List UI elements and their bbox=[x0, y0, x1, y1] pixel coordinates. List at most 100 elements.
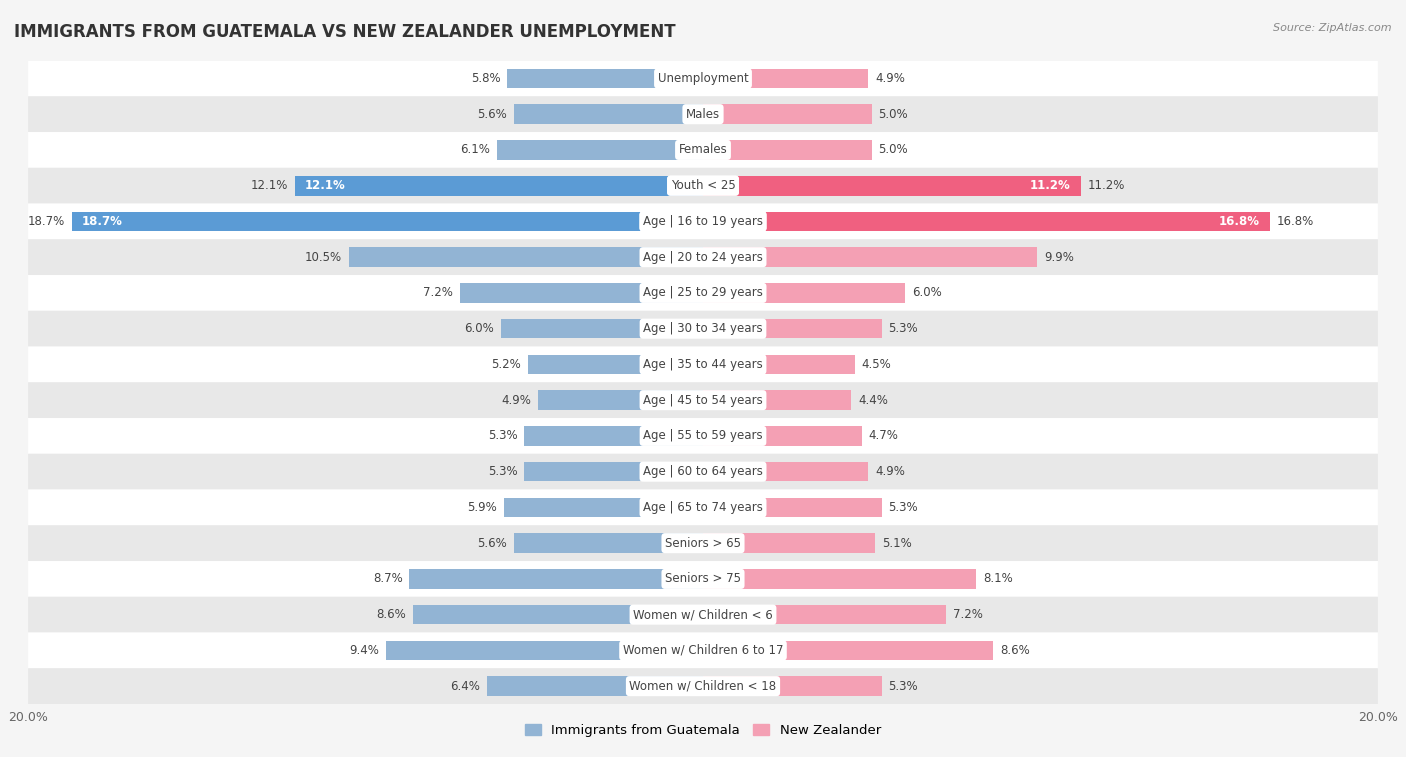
Text: 4.9%: 4.9% bbox=[875, 72, 905, 85]
Text: Age | 20 to 24 years: Age | 20 to 24 years bbox=[643, 251, 763, 263]
FancyBboxPatch shape bbox=[28, 311, 1378, 347]
Text: 8.7%: 8.7% bbox=[373, 572, 402, 585]
Bar bbox=[498, 140, 703, 160]
Text: 5.3%: 5.3% bbox=[488, 465, 517, 478]
Text: 6.4%: 6.4% bbox=[450, 680, 481, 693]
Bar bbox=[703, 569, 976, 589]
Bar bbox=[703, 534, 875, 553]
Text: Youth < 25: Youth < 25 bbox=[671, 179, 735, 192]
Text: 11.2%: 11.2% bbox=[1088, 179, 1125, 192]
FancyBboxPatch shape bbox=[28, 204, 1378, 239]
Text: 12.1%: 12.1% bbox=[305, 179, 346, 192]
Bar bbox=[703, 283, 905, 303]
Text: 8.6%: 8.6% bbox=[377, 608, 406, 621]
Bar bbox=[703, 462, 869, 481]
Text: 5.9%: 5.9% bbox=[467, 501, 498, 514]
FancyBboxPatch shape bbox=[28, 453, 1378, 490]
FancyBboxPatch shape bbox=[28, 382, 1378, 418]
Bar bbox=[703, 354, 855, 374]
Text: 4.5%: 4.5% bbox=[862, 358, 891, 371]
Text: Seniors > 65: Seniors > 65 bbox=[665, 537, 741, 550]
Text: 5.6%: 5.6% bbox=[478, 537, 508, 550]
Bar bbox=[413, 605, 703, 625]
Bar bbox=[703, 140, 872, 160]
Text: 7.2%: 7.2% bbox=[953, 608, 983, 621]
Text: Age | 55 to 59 years: Age | 55 to 59 years bbox=[643, 429, 763, 442]
Text: 8.6%: 8.6% bbox=[1000, 644, 1029, 657]
FancyBboxPatch shape bbox=[28, 525, 1378, 561]
Bar bbox=[515, 104, 703, 124]
Text: Seniors > 75: Seniors > 75 bbox=[665, 572, 741, 585]
Bar bbox=[703, 212, 1270, 231]
Text: 4.9%: 4.9% bbox=[501, 394, 531, 407]
FancyBboxPatch shape bbox=[28, 275, 1378, 311]
Text: Youth < 25: Youth < 25 bbox=[671, 179, 735, 192]
Text: 16.8%: 16.8% bbox=[1219, 215, 1260, 228]
FancyBboxPatch shape bbox=[28, 239, 1378, 275]
Text: 4.4%: 4.4% bbox=[858, 394, 889, 407]
Bar bbox=[486, 676, 703, 696]
Bar bbox=[508, 69, 703, 89]
Text: 5.3%: 5.3% bbox=[889, 322, 918, 335]
Text: 16.8%: 16.8% bbox=[1277, 215, 1313, 228]
Text: Age | 60 to 64 years: Age | 60 to 64 years bbox=[643, 465, 763, 478]
Text: Age | 25 to 29 years: Age | 25 to 29 years bbox=[643, 286, 763, 300]
FancyBboxPatch shape bbox=[28, 668, 1378, 704]
Text: Age | 16 to 19 years: Age | 16 to 19 years bbox=[643, 215, 763, 228]
Bar bbox=[703, 69, 869, 89]
Bar bbox=[349, 248, 703, 267]
Text: 5.2%: 5.2% bbox=[491, 358, 520, 371]
FancyBboxPatch shape bbox=[28, 490, 1378, 525]
Text: 5.3%: 5.3% bbox=[889, 680, 918, 693]
Text: 5.3%: 5.3% bbox=[488, 429, 517, 442]
FancyBboxPatch shape bbox=[28, 633, 1378, 668]
Text: Women w/ Children 6 to 17: Women w/ Children 6 to 17 bbox=[623, 644, 783, 657]
Text: 5.6%: 5.6% bbox=[478, 107, 508, 120]
Text: 5.3%: 5.3% bbox=[889, 501, 918, 514]
Text: 11.2%: 11.2% bbox=[1031, 179, 1071, 192]
Bar bbox=[703, 248, 1038, 267]
Text: Males: Males bbox=[686, 107, 720, 120]
Text: 4.9%: 4.9% bbox=[875, 465, 905, 478]
FancyBboxPatch shape bbox=[28, 597, 1378, 633]
Bar bbox=[295, 176, 703, 195]
Bar bbox=[524, 462, 703, 481]
Text: 6.0%: 6.0% bbox=[464, 322, 494, 335]
Text: 5.0%: 5.0% bbox=[879, 143, 908, 157]
Text: IMMIGRANTS FROM GUATEMALA VS NEW ZEALANDER UNEMPLOYMENT: IMMIGRANTS FROM GUATEMALA VS NEW ZEALAND… bbox=[14, 23, 676, 41]
Bar bbox=[703, 676, 882, 696]
Bar bbox=[703, 391, 852, 410]
Bar bbox=[524, 426, 703, 446]
Bar bbox=[703, 176, 1081, 195]
Text: 4.7%: 4.7% bbox=[869, 429, 898, 442]
Text: 18.7%: 18.7% bbox=[82, 215, 122, 228]
Text: 8.1%: 8.1% bbox=[983, 572, 1012, 585]
Bar bbox=[703, 319, 882, 338]
Bar bbox=[703, 497, 882, 517]
Text: 5.1%: 5.1% bbox=[882, 537, 911, 550]
FancyBboxPatch shape bbox=[28, 132, 1378, 168]
Text: 6.0%: 6.0% bbox=[912, 286, 942, 300]
Text: 18.7%: 18.7% bbox=[28, 215, 65, 228]
Bar bbox=[527, 354, 703, 374]
Text: Unemployment: Unemployment bbox=[658, 72, 748, 85]
Text: 6.1%: 6.1% bbox=[461, 143, 491, 157]
Bar bbox=[501, 319, 703, 338]
Bar bbox=[295, 176, 703, 195]
Text: Women w/ Children < 18: Women w/ Children < 18 bbox=[630, 680, 776, 693]
Bar bbox=[703, 426, 862, 446]
Text: Age | 45 to 54 years: Age | 45 to 54 years bbox=[643, 394, 763, 407]
FancyBboxPatch shape bbox=[28, 561, 1378, 597]
FancyBboxPatch shape bbox=[28, 61, 1378, 96]
Bar bbox=[703, 104, 872, 124]
Bar bbox=[72, 212, 703, 231]
Text: Age | 35 to 44 years: Age | 35 to 44 years bbox=[643, 358, 763, 371]
Text: 9.9%: 9.9% bbox=[1043, 251, 1074, 263]
Bar bbox=[515, 534, 703, 553]
Text: 10.5%: 10.5% bbox=[305, 251, 342, 263]
Text: 5.0%: 5.0% bbox=[879, 107, 908, 120]
Bar bbox=[460, 283, 703, 303]
Text: Age | 16 to 19 years: Age | 16 to 19 years bbox=[643, 215, 763, 228]
Bar bbox=[703, 605, 946, 625]
Text: Females: Females bbox=[679, 143, 727, 157]
